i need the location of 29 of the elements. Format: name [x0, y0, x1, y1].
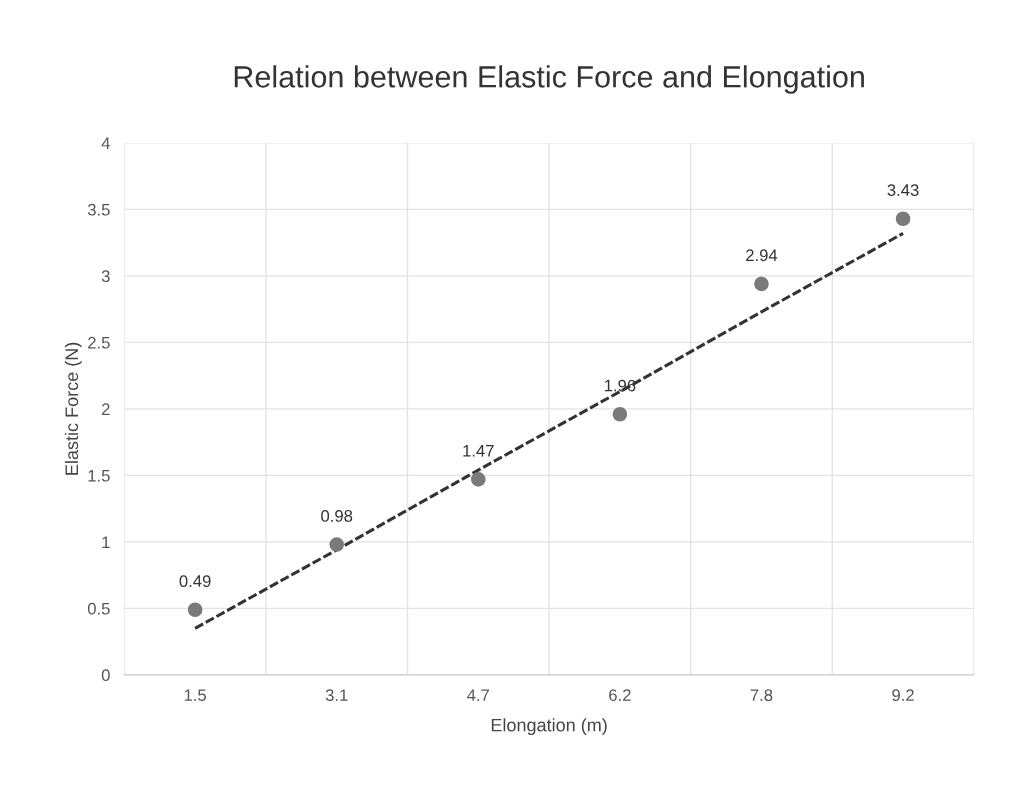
data-label: 2.94	[746, 249, 778, 262]
x-tick-label: 1.5	[184, 689, 206, 702]
point	[895, 211, 911, 227]
data-label: 0.98	[321, 510, 353, 522]
data-label: 3.43	[887, 184, 919, 196]
y-axis-title: Elastic Force (N)	[64, 342, 82, 475]
data-label: 1.47	[463, 445, 494, 457]
x-tick-label: 3.1	[325, 689, 348, 702]
y-tick-label: 1.5	[88, 469, 110, 482]
y-tick-label: 3.5	[87, 203, 110, 216]
y-tick-label: 1	[102, 536, 110, 548]
y-tick-label: 2.5	[88, 336, 110, 349]
chart-title: Relation between Elastic Force and Elongation	[234, 65, 864, 94]
x-axis-title: Elongation (m)	[491, 718, 607, 736]
point	[471, 472, 486, 487]
point	[612, 406, 628, 422]
y-tick-label: 3	[101, 270, 110, 283]
y-tick-label: 4	[101, 137, 110, 149]
y-tick-label: 0	[101, 669, 110, 682]
point	[187, 602, 203, 618]
x-tick-label: 9.2	[892, 689, 914, 702]
y-tick-label: 2	[102, 403, 110, 415]
point	[754, 276, 769, 292]
x-tick-label: 6.2	[609, 689, 631, 702]
point	[329, 537, 344, 552]
x-tick-label: 7.8	[750, 689, 773, 702]
y-tick-label: 0.5	[87, 602, 110, 615]
data-label: 0.49	[179, 575, 211, 587]
x-tick-label: 4.7	[467, 689, 490, 701]
